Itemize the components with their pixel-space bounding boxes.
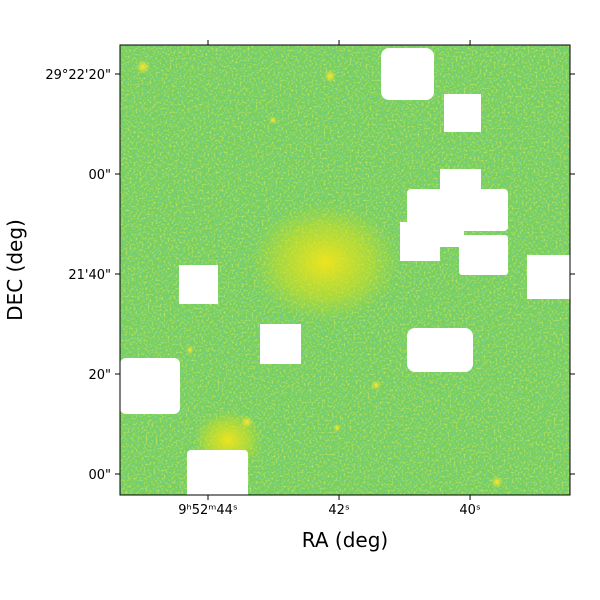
y-tick-label: 21'40"	[68, 268, 111, 283]
y-tick-label: 20"	[88, 368, 111, 383]
y-tick-label: 29°22'20"	[45, 68, 111, 83]
sky-image	[120, 45, 570, 495]
x-tick-label: 42ˢ	[328, 503, 350, 518]
x-tick-label: 9ʰ52ᵐ44ˢ	[178, 503, 238, 518]
y-tick-label: 00"	[88, 168, 111, 183]
x-axis-label: RA (deg)	[302, 528, 388, 552]
masks	[120, 48, 570, 495]
x-tick-label: 40ˢ	[459, 503, 481, 518]
y-tick-label: 00"	[88, 468, 111, 483]
y-axis-label: DEC (deg)	[3, 219, 27, 321]
axes-frame	[119, 44, 571, 496]
